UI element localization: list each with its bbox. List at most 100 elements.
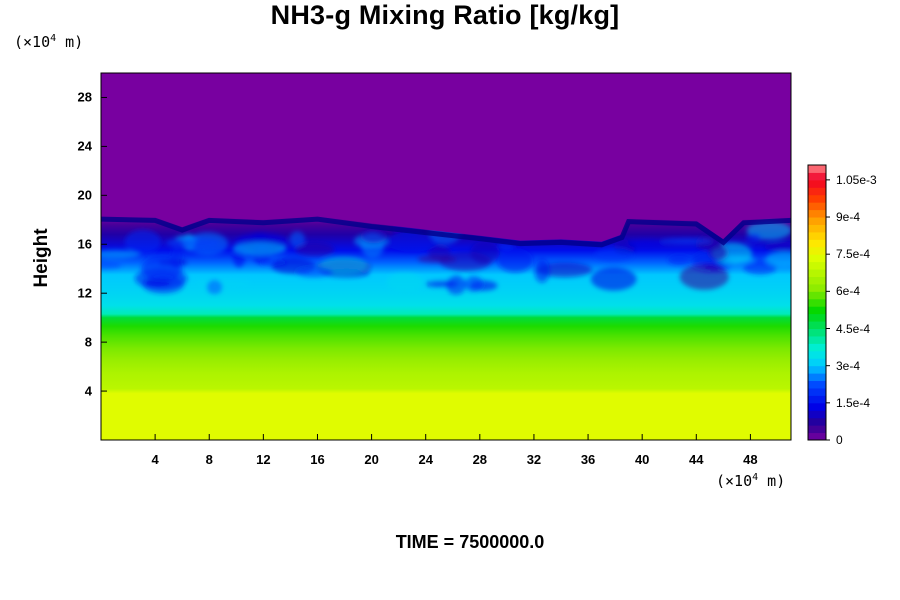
y-tick-label: 20 <box>77 187 92 203</box>
turbulence-blob <box>195 279 250 289</box>
turbulence-blob <box>590 267 637 291</box>
colorbar-tick-label: 7.5e-4 <box>836 247 871 262</box>
y-axis-unit: (×104 m) <box>14 33 84 51</box>
plot-frame <box>100 72 792 441</box>
colorbar-level <box>808 350 826 359</box>
colorbar-level <box>808 402 826 411</box>
turbulence-blob <box>679 263 729 290</box>
colorbar-level <box>808 395 826 404</box>
turbulence-blob <box>743 259 777 275</box>
turbulence-blob <box>294 242 335 257</box>
turbulence-blob <box>723 255 755 264</box>
colorbar-tick-label: 4.5e-4 <box>836 321 871 336</box>
colorbar-level <box>808 269 826 277</box>
x-tick-label: 4 <box>151 452 159 467</box>
colorbar-level <box>808 291 826 300</box>
colorbar-frame <box>807 164 827 441</box>
colorbar-level <box>808 321 826 330</box>
turbulence-blob <box>417 255 457 264</box>
turbulence-blob <box>497 243 514 250</box>
turbulence-blob <box>470 241 500 264</box>
turbulence-blob <box>708 244 728 261</box>
colorbar-level <box>808 298 826 307</box>
time-label: TIME = 7500000.0 <box>395 532 545 552</box>
colorbar-level <box>808 410 826 419</box>
colorbar-level <box>808 254 826 263</box>
turbulence-blob <box>497 248 534 273</box>
turbulence-blob <box>536 262 593 278</box>
colorbar-level <box>808 165 826 173</box>
x-tick-label: 8 <box>205 452 213 467</box>
axes <box>100 72 792 441</box>
colorbar-tick-label: 3e-4 <box>836 358 861 373</box>
colorbar-level <box>808 283 826 292</box>
turbulence-blob <box>534 258 550 283</box>
colorbar-level <box>808 432 826 441</box>
turbulence-blob <box>289 231 305 248</box>
turbulence-blob <box>360 229 388 244</box>
colorbar-level <box>808 179 826 188</box>
colorbar-level <box>808 172 826 181</box>
colorbar-level <box>808 246 826 255</box>
colorbar-tick-label: 9e-4 <box>836 210 861 225</box>
turbulence-blob <box>295 267 333 278</box>
colorbar-level <box>808 313 826 322</box>
turbulence-blob <box>206 279 223 295</box>
turbulence-blob <box>627 239 666 249</box>
colorbar-level <box>808 387 826 396</box>
turbulence-blob <box>386 272 423 292</box>
colorbar-level <box>808 217 826 225</box>
colorbar-level <box>808 261 826 270</box>
x-axis-unit: (×104 m) <box>716 472 786 490</box>
colorbar-level <box>808 417 826 426</box>
turbulence-blob <box>232 241 287 256</box>
x-tick-label: 36 <box>580 452 596 467</box>
colorbar-level <box>808 306 826 315</box>
turbulence-texture <box>101 218 791 295</box>
x-tick-label: 16 <box>310 452 325 467</box>
colorbar-level <box>808 358 826 367</box>
x-tick-label: 40 <box>634 452 650 467</box>
turbulence-blob <box>141 255 183 282</box>
colorbar-level <box>808 335 826 344</box>
plot-area <box>101 73 791 440</box>
turbulence-blob <box>101 249 141 259</box>
colorbar-tick-label: 1.5e-4 <box>836 395 871 410</box>
colorbar-level <box>808 276 826 285</box>
y-tick-label: 4 <box>84 383 92 399</box>
turbulence-blob <box>745 232 762 244</box>
turbulence-blob <box>660 237 713 245</box>
chart-title: NH3-g Mixing Ratio [kg/kg] <box>270 0 620 30</box>
x-tick-label: 12 <box>256 452 271 467</box>
x-tick-label: 24 <box>418 452 433 467</box>
colorbar-level <box>808 239 826 248</box>
y-tick-label: 16 <box>77 236 92 252</box>
turbulence-blob <box>445 275 467 295</box>
turbulence-blob <box>319 256 368 276</box>
colorbar <box>807 164 830 441</box>
colorbar-level <box>808 194 826 203</box>
colorbar-level <box>808 328 826 337</box>
x-tick-label: 32 <box>526 452 542 467</box>
cloud-top-edge <box>101 216 791 248</box>
colorbar-level <box>808 224 826 233</box>
colorbar-level <box>808 373 826 382</box>
colorbar-level <box>808 209 826 218</box>
colorbar-level <box>808 343 826 352</box>
colorbar-tick-label: 0 <box>836 433 843 447</box>
x-tick-label: 48 <box>743 452 758 467</box>
colorbar-level <box>808 425 826 434</box>
colorbar-level <box>808 202 826 211</box>
y-tick-label: 12 <box>77 285 92 301</box>
colorbar-tick-label: 1.05e-3 <box>836 172 877 187</box>
turbulence-blob <box>101 261 122 269</box>
turbulence-blob <box>594 247 634 262</box>
turbulence-blob <box>667 254 692 265</box>
colorbar-level <box>808 380 826 389</box>
turbulence-blob <box>763 242 791 252</box>
x-tick-label: 20 <box>364 452 379 467</box>
y-tick-label: 28 <box>77 89 92 105</box>
turbulence-blob <box>166 237 221 249</box>
colorbar-tick-label: 6e-4 <box>836 284 861 299</box>
